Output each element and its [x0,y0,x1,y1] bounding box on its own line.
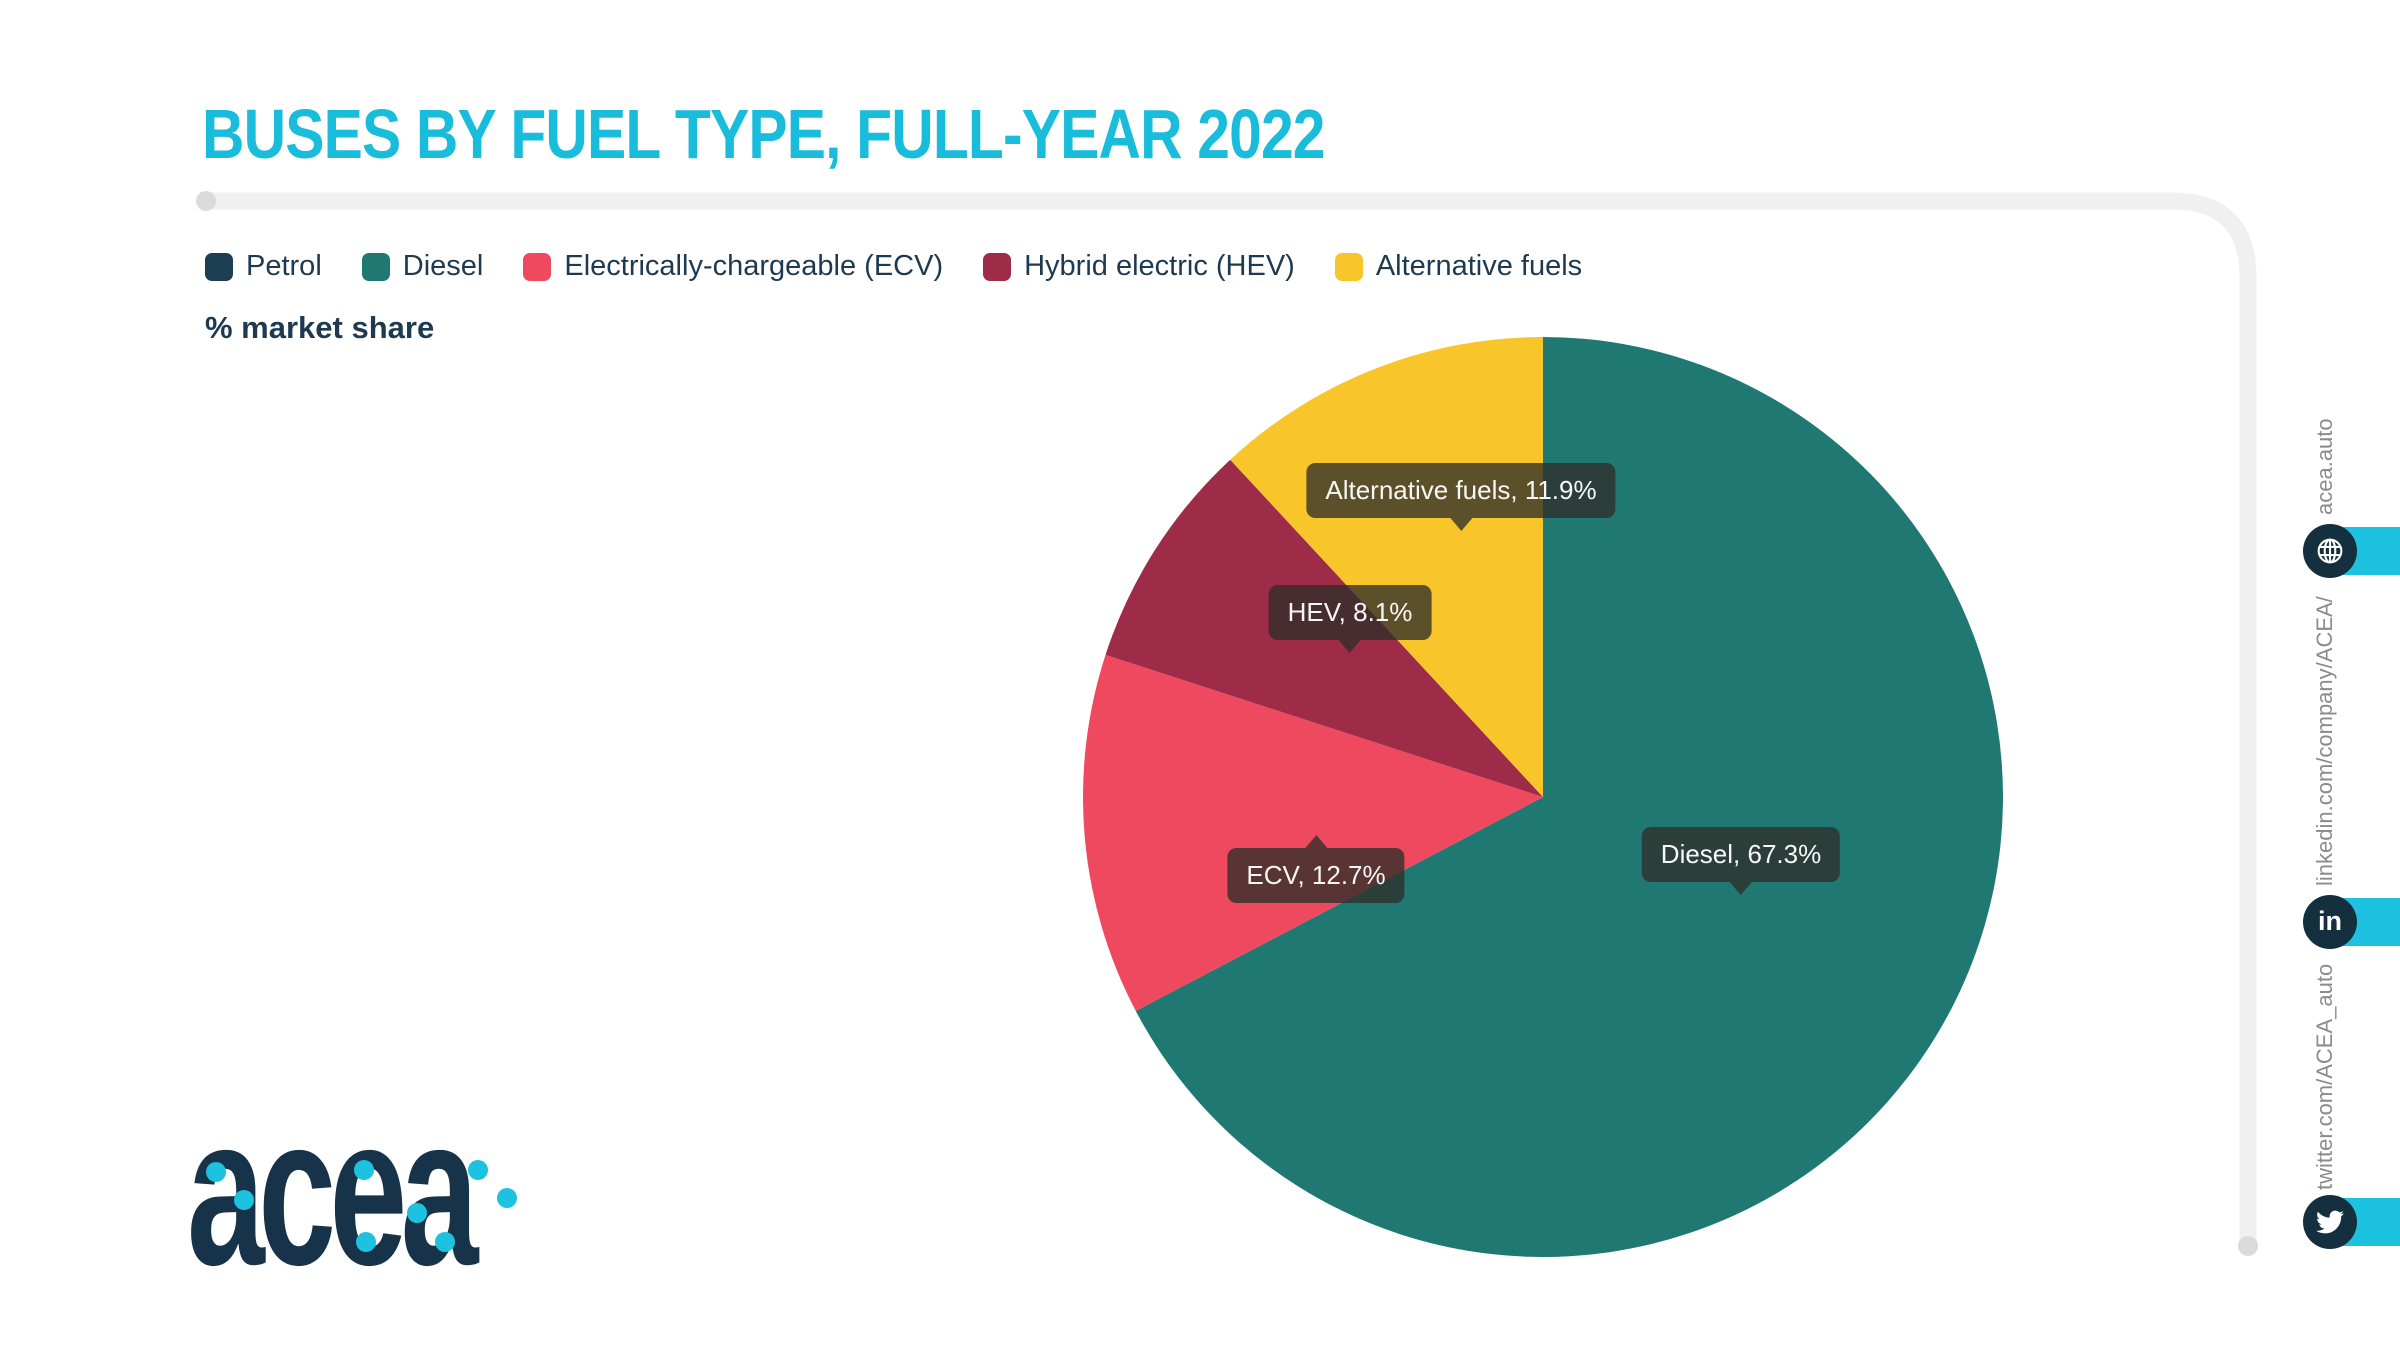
ecv-swatch [523,252,552,281]
hev-swatch [983,252,1012,281]
twitter-icon[interactable] [2303,1195,2357,1249]
callout-diesel: Diesel, 67.3% [1641,827,1841,882]
legend-item-petrol: Petrol [205,250,322,283]
diesel-swatch [361,252,390,281]
alternative-fuels-swatch [1334,252,1363,281]
pie-chart [1082,337,2003,1257]
pie-slice-alternative-fuels [1230,337,1543,797]
legend-label: Electrically-chargeable (ECV) [564,250,944,282]
linkedin-icon[interactable]: in [2303,895,2357,949]
petrol-swatch [205,252,233,281]
logo-dot [356,1232,376,1252]
page-title: BUSES BY FUEL TYPE, FULL-YEAR 2022 [202,95,1326,173]
logo-dot [497,1188,517,1208]
logo-dot [468,1160,488,1180]
pie-slice-diesel [1135,337,2003,1257]
callout-ecv: ECV, 12.7% [1227,848,1405,903]
callout-alternative-fuels: Alternative fuels, 11.9% [1306,463,1616,518]
logo-dot [234,1190,254,1210]
globe-icon[interactable] [2303,524,2357,578]
chart-legend: Petrol Diesel Electrically-chargeable (E… [205,250,1582,283]
callout-hev: HEV, 8.1% [1268,585,1432,640]
globe-glyph [2317,538,2343,564]
legend-item-hev: Hybrid electric (HEV) [983,250,1295,283]
legend-item-ecv: Electrically-chargeable (ECV) [523,250,943,283]
unit-label: % market share [205,310,435,345]
twitter-link-label[interactable]: twitter.com/ACEA_auto [2312,963,2337,1190]
legend-label: Petrol [246,250,322,282]
pie-slice-electrically-chargeable-ecv- [1082,654,1543,1011]
website-link-label[interactable]: acea.auto [2312,418,2337,515]
acea-logo: acea [187,1085,545,1297]
legend-label: Alternative fuels [1375,250,1583,282]
linkedin-glyph: in [2318,905,2342,936]
acea-logo-text: acea [187,1072,478,1309]
frame-end-dot [2238,1236,2258,1256]
legend-item-diesel: Diesel [361,250,484,283]
legend-label: Diesel [402,250,484,282]
frame-start-dot [196,191,216,211]
legend-item-alternative-fuels: Alternative fuels [1334,250,1583,283]
logo-dot [354,1160,374,1180]
logo-dot [206,1162,226,1182]
linkedin-link-label[interactable]: linkedin.com/company/ACEA/ [2312,596,2337,886]
legend-label: Hybrid electric (HEV) [1024,250,1295,282]
twitter-bird-glyph [2316,1210,2344,1234]
pie-svg [1082,337,2003,1257]
logo-dot [435,1232,455,1252]
logo-dot [407,1203,427,1223]
